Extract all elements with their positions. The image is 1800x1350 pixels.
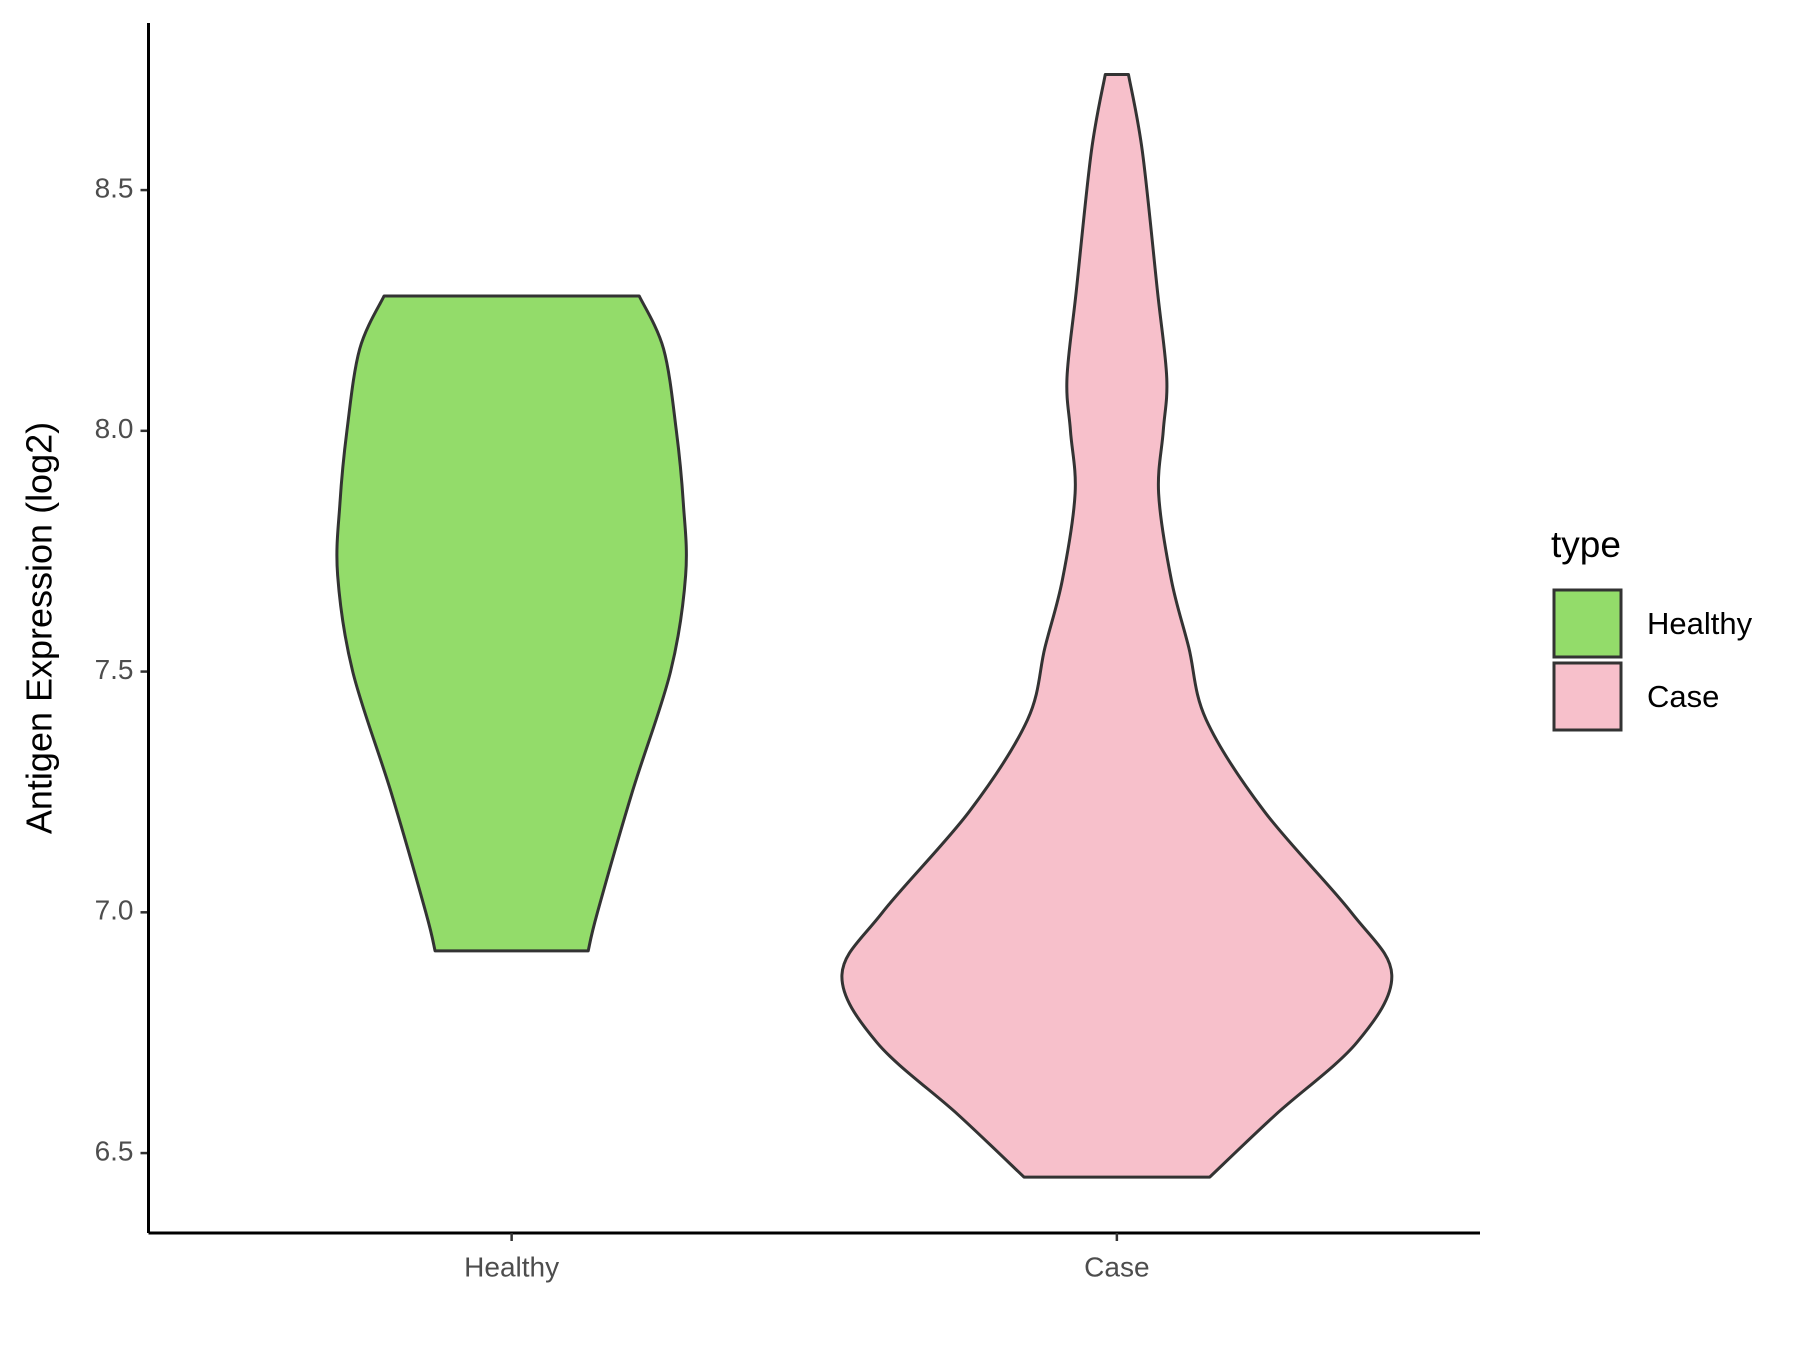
violin — [840, 73, 1394, 1179]
legend-key — [1552, 588, 1623, 659]
legend-label: Healthy — [1647, 606, 1753, 641]
violin — [335, 294, 688, 953]
legend-key — [1552, 661, 1623, 732]
y-tick-label: 7.5 — [95, 654, 134, 685]
y-tick-label: 6.5 — [95, 1135, 134, 1166]
legend-title: type — [1551, 524, 1621, 565]
y-axis-title: Antigen Expression (log2) — [19, 422, 60, 834]
legend-label: Case — [1647, 679, 1719, 714]
y-tick-label: 8.0 — [95, 413, 134, 444]
y-tick-label: 8.5 — [95, 172, 134, 203]
x-tick-label: Healthy — [464, 1251, 559, 1282]
x-tick-label: Case — [1084, 1251, 1149, 1282]
y-tick-label: 7.0 — [95, 895, 134, 926]
